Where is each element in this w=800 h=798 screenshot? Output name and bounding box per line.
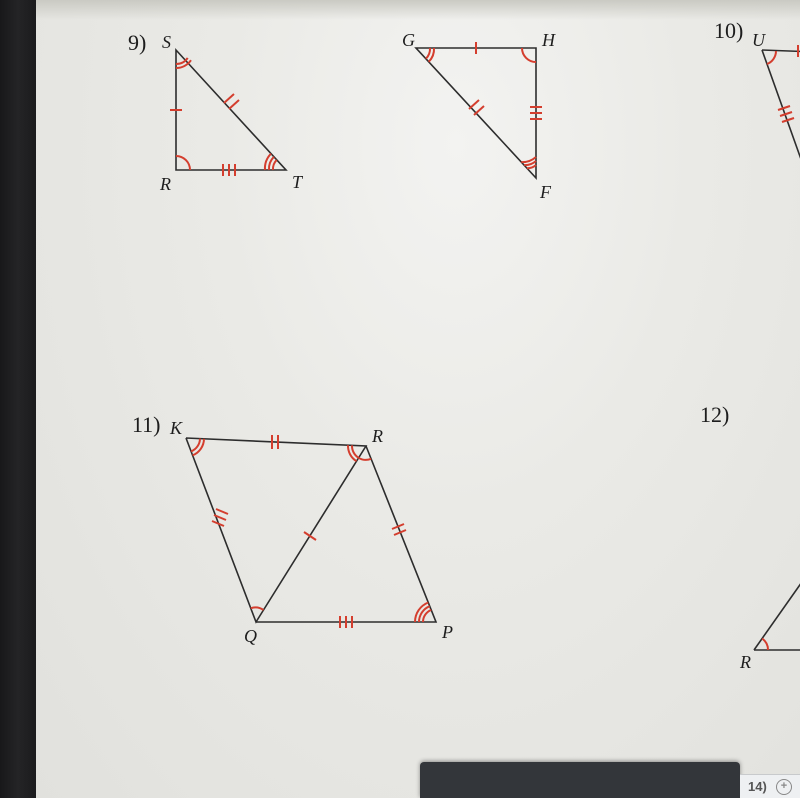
next-problem-number: 14) (748, 779, 767, 794)
page-top-shadow (36, 0, 800, 20)
worksheet-page: 9) 10) 11) 12) (36, 0, 800, 798)
triangles-KRQ-RQP: K R Q P (169, 418, 453, 646)
next-problem-tab[interactable]: 14) + (740, 774, 800, 798)
triangle-R-partial: R (739, 562, 800, 672)
zoom-in-icon[interactable]: + (776, 779, 792, 795)
vertex-F: F (539, 182, 552, 202)
vertex-T: T (292, 172, 304, 192)
window-left-border (0, 0, 36, 798)
vertex-H: H (541, 30, 556, 50)
triangle-U-partial: U (752, 30, 800, 190)
problem-11-diagram: K R Q P (136, 410, 496, 660)
vertex-Q: Q (244, 626, 257, 646)
vertex-U: U (752, 30, 766, 50)
vertex-K: K (169, 418, 183, 438)
vertex-R2: R (739, 652, 751, 672)
app-taskbar[interactable] (420, 762, 740, 798)
triangle-GHF: G H F (402, 30, 556, 202)
problem-10-diagram: U (736, 30, 800, 230)
problem-12-label: 12) (700, 402, 729, 428)
triangle-SRT: S R T (159, 32, 304, 194)
vertex-S: S (162, 32, 171, 52)
problem-12-diagram: R (736, 500, 800, 680)
problem-9-diagram: S R T (116, 30, 586, 230)
vertex-R2a: R (371, 426, 383, 446)
vertex-G: G (402, 30, 415, 50)
vertex-P: P (441, 622, 453, 642)
screen-root: 9) 10) 11) 12) (0, 0, 800, 798)
vertex-R: R (159, 174, 171, 194)
